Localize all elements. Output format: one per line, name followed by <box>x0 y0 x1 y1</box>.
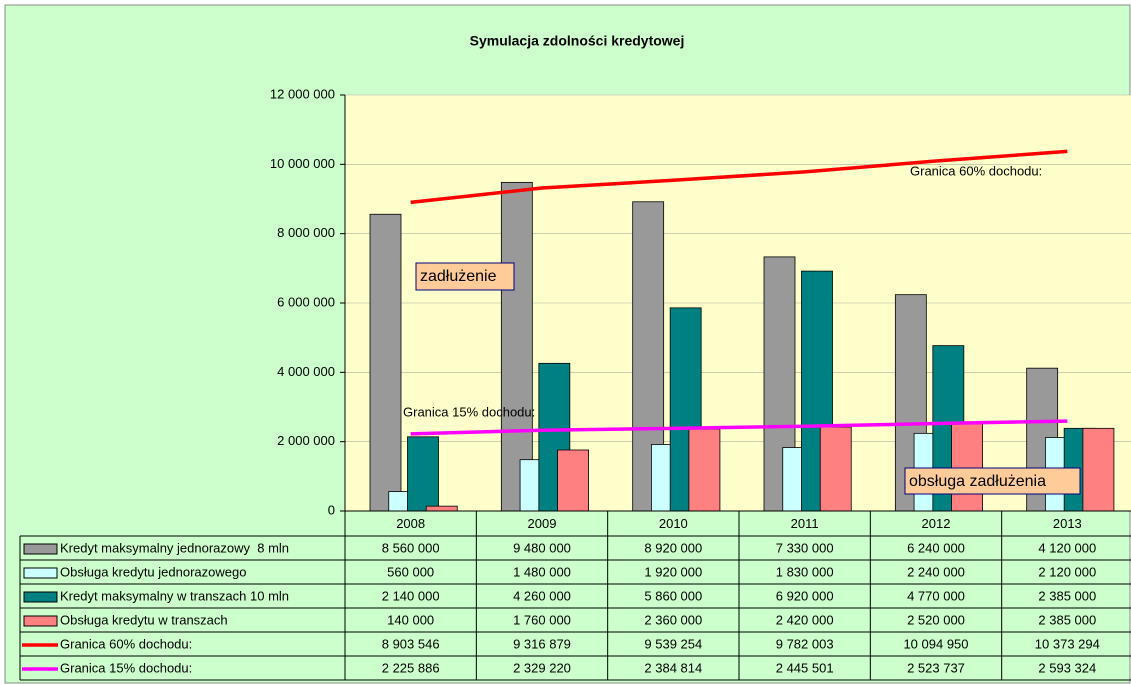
legend-swatch <box>23 543 58 555</box>
table-cell: 2 593 324 <box>1038 660 1096 675</box>
x-tick-label: 2013 <box>1053 516 1082 531</box>
table-cell: 2 360 000 <box>644 612 702 627</box>
bar <box>425 505 458 512</box>
x-tick-label: 2010 <box>659 516 688 531</box>
table-cell: 8 560 000 <box>382 540 440 555</box>
table-cell: 6 920 000 <box>776 588 834 603</box>
annotation: obsługa zadłużenia <box>909 473 1046 490</box>
x-tick-label: 2008 <box>396 516 425 531</box>
legend-swatch <box>23 591 58 603</box>
bar <box>407 436 439 512</box>
annotation-box <box>904 467 1081 495</box>
legend-label: Obsługa kredytu jednorazowego <box>60 564 246 579</box>
legend-swatch <box>23 615 58 627</box>
chart-title: Symulacja zdolności kredytowej <box>470 33 685 49</box>
table-cell: 1 830 000 <box>776 564 834 579</box>
table-cell: 6 240 000 <box>907 540 965 555</box>
table-cell: 560 000 <box>387 564 434 579</box>
table-cell: 2 445 501 <box>776 660 834 675</box>
table-cell: 9 316 879 <box>513 636 571 651</box>
table-cell: 8 920 000 <box>644 540 702 555</box>
table-cell: 4 120 000 <box>1038 540 1096 555</box>
table-cell: 2 520 000 <box>907 612 965 627</box>
y-tick-label: 6 000 000 <box>277 294 335 309</box>
x-tick-label: 2011 <box>791 516 819 531</box>
bar <box>1082 427 1115 512</box>
annotation: zadłużenie <box>420 268 497 285</box>
y-tick-label: 4 000 000 <box>277 364 335 379</box>
table-cell: 1 760 000 <box>513 612 571 627</box>
table-cell: 2 240 000 <box>907 564 965 579</box>
legend-swatch <box>23 567 58 579</box>
table-cell: 2 384 814 <box>644 660 702 675</box>
table-cell: 2 523 737 <box>907 660 965 675</box>
table-cell: 2 225 886 <box>382 660 440 675</box>
table-cell: 4 260 000 <box>513 588 571 603</box>
y-tick-label: 0 <box>328 502 335 517</box>
table-cell: 1 480 000 <box>513 564 571 579</box>
table-cell: 2 329 220 <box>513 660 571 675</box>
table-cell: 7 330 000 <box>776 540 834 555</box>
table-cell: 10 373 294 <box>1035 636 1100 651</box>
table-cell: 2 385 000 <box>1038 612 1096 627</box>
bar <box>819 426 852 512</box>
table-cell: 2 140 000 <box>382 588 440 603</box>
table-cell: 1 920 000 <box>644 564 702 579</box>
bar <box>951 423 983 512</box>
bar <box>500 181 533 512</box>
y-tick-label: 8 000 000 <box>277 225 335 240</box>
table-cell: 9 539 254 <box>644 636 702 651</box>
bar <box>688 428 721 512</box>
table-cell: 2 385 000 <box>1038 588 1096 603</box>
line-label: Granica 60% dochodu: <box>910 163 1042 178</box>
bar <box>369 213 402 512</box>
legend-label: Granica 60% dochodu: <box>60 636 192 651</box>
legend-label: Granica 15% dochodu: <box>60 660 192 675</box>
legend-label: Obsługa kredytu w transzach <box>60 612 228 627</box>
bar <box>557 449 589 512</box>
x-tick-label: 2009 <box>528 516 557 531</box>
y-tick-label: 12 000 000 <box>270 86 335 101</box>
table-cell: 140 000 <box>387 612 434 627</box>
line <box>410 149 1068 205</box>
y-tick-label: 10 000 000 <box>270 156 335 171</box>
table-cell: 10 094 950 <box>903 636 968 651</box>
annotation-box <box>415 262 515 291</box>
table-cell: 4 770 000 <box>907 588 965 603</box>
table-cell: 2 420 000 <box>776 612 834 627</box>
line-label: Granica 15% dochodu: <box>403 404 535 419</box>
legend-label: Kredyt maksymalny w transzach 10 mln <box>60 588 289 603</box>
table-cell: 8 903 546 <box>382 636 440 651</box>
x-tick-label: 2012 <box>922 516 951 531</box>
legend-label: Kredyt maksymalny jednorazowy 8 mln <box>60 540 289 555</box>
table-cell: 5 860 000 <box>644 588 702 603</box>
table-cell: 2 120 000 <box>1038 564 1096 579</box>
y-tick-label: 2 000 000 <box>277 433 335 448</box>
line <box>410 419 1068 436</box>
table-cell: 9 480 000 <box>513 540 571 555</box>
table-cell: 9 782 003 <box>776 636 834 651</box>
